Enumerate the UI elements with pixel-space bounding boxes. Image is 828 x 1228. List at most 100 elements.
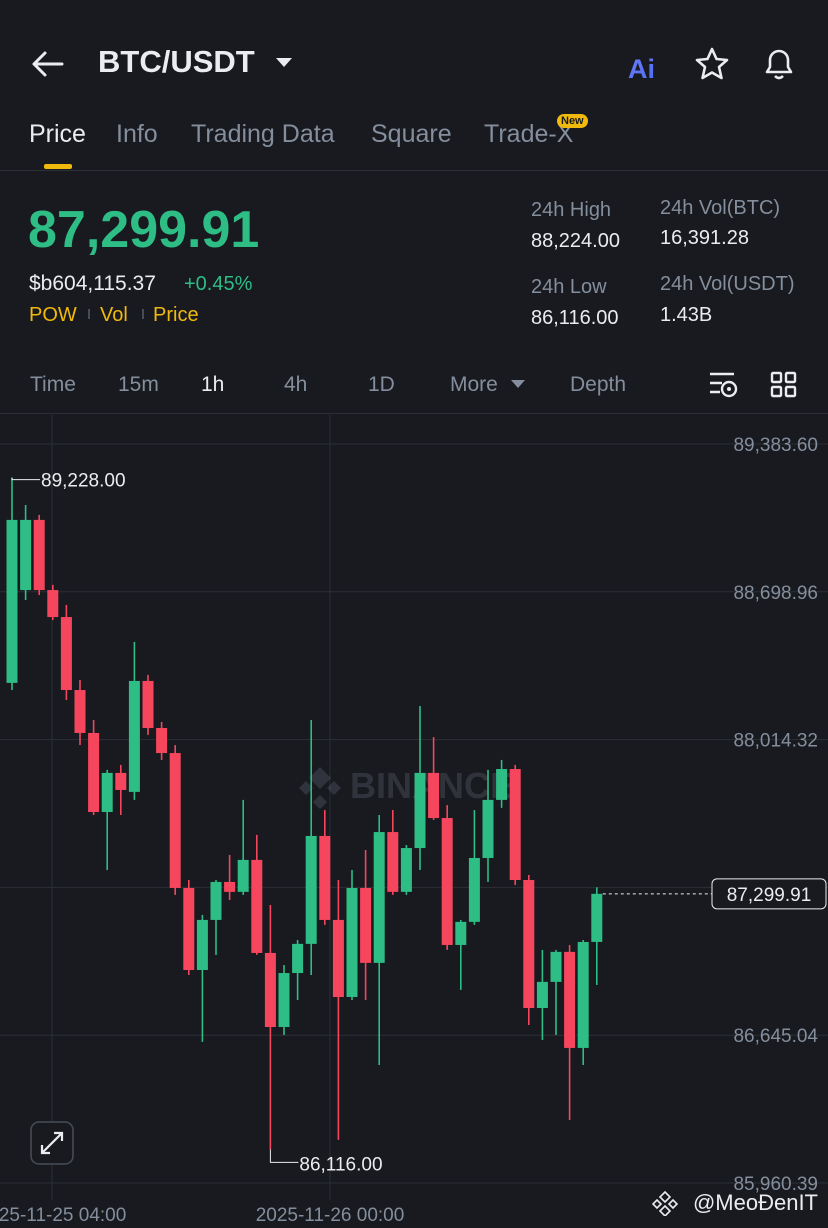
- candlestick-chart: BINANCE 89,383.6088,698.9688,014.3287,32…: [0, 415, 828, 1226]
- interval[interactable]: 1h: [201, 373, 225, 396]
- candle-body: [210, 881, 222, 920]
- candle-body: [468, 857, 480, 922]
- credit: @MeoĐenIT: [692, 1190, 818, 1215]
- candle-body: [346, 887, 358, 997]
- high-marker-label: 89,228.00: [41, 471, 126, 492]
- tag-divider: [142, 309, 144, 319]
- stat-value: 88,224.00: [531, 230, 620, 252]
- last-price-label: 87,299.91: [727, 885, 812, 906]
- candle-body: [373, 832, 385, 963]
- candle-body: [33, 519, 45, 591]
- last-price: 87,299.91: [28, 201, 260, 259]
- candle-body: [564, 951, 576, 1048]
- candle-body: [237, 859, 249, 892]
- candle-body: [441, 818, 453, 945]
- candle-body: [142, 680, 154, 729]
- active-tab-indicator: [44, 164, 72, 169]
- candle-body: [414, 772, 426, 849]
- candle-body: [196, 919, 208, 971]
- stat-value: 16,391.28: [660, 227, 749, 249]
- candle-body: [264, 952, 276, 1028]
- candle-body: [550, 951, 562, 982]
- candle-body: [169, 753, 181, 888]
- separator: [0, 170, 828, 171]
- candle-body: [523, 879, 535, 1009]
- candle-body: [278, 973, 290, 1028]
- ai-button[interactable]: Ai: [626, 50, 666, 84]
- candle-body: [305, 835, 317, 944]
- price-change: +0.45%: [184, 273, 253, 295]
- separator: [0, 413, 828, 414]
- watermark: BINANCE: [299, 765, 514, 809]
- candle-body: [47, 590, 59, 618]
- candle-body: [292, 943, 304, 974]
- y-tick-label: 86,645.04: [733, 1026, 818, 1047]
- candle-body: [482, 799, 494, 858]
- stat-label: 24h Low: [531, 276, 607, 298]
- stat-value: 1.43B: [660, 304, 713, 326]
- candle-body: [156, 728, 168, 754]
- candle-body: [128, 680, 140, 792]
- candle-body: [88, 732, 100, 812]
- tab[interactable]: Trading Data: [191, 120, 335, 148]
- last-price-box: [711, 878, 827, 910]
- tag[interactable]: POW: [29, 304, 77, 326]
- fiat-price: $b604,115.37: [29, 272, 156, 295]
- candle-body: [332, 919, 344, 997]
- low-marker-line: [269, 1149, 299, 1163]
- pair-title[interactable]: BTC/USDT: [98, 44, 255, 79]
- alert-button[interactable]: [760, 44, 798, 82]
- candle-body: [74, 690, 86, 733]
- stat-label: 24h Vol(BTC): [660, 197, 781, 219]
- tab[interactable]: Info: [116, 120, 158, 148]
- credit-logo: [652, 1190, 678, 1216]
- interval[interactable]: 15m: [118, 373, 159, 396]
- stat-value: 86,116.00: [531, 307, 619, 329]
- candle-body: [591, 893, 603, 942]
- tab[interactable]: Square: [371, 120, 452, 148]
- candle-body: [428, 772, 440, 819]
- x-tick-label: 2025-11-25 04:00: [0, 1205, 126, 1226]
- y-tick-label: 88,014.32: [733, 731, 818, 752]
- candle-body: [360, 887, 372, 963]
- tag-divider: [88, 309, 90, 319]
- expand-button[interactable]: [30, 1121, 74, 1165]
- y-tick-label: 89,383.60: [733, 435, 818, 456]
- back-button[interactable]: [30, 48, 66, 80]
- new-badge: New: [557, 114, 588, 128]
- candle-body: [251, 859, 263, 953]
- candle-body: [536, 981, 548, 1009]
- more-caret[interactable]: [510, 378, 526, 390]
- favorite-button[interactable]: [694, 46, 730, 82]
- candle-body: [101, 772, 113, 812]
- y-tick-label: 85,960.39: [733, 1174, 818, 1195]
- tag[interactable]: Price: [153, 304, 199, 326]
- tag[interactable]: Vol: [100, 304, 128, 326]
- candle-body: [115, 772, 127, 790]
- candle-body: [6, 519, 18, 683]
- interval[interactable]: Time: [30, 373, 76, 396]
- candle-body: [387, 832, 399, 892]
- candle-body: [183, 887, 195, 971]
- svg-text:Ai: Ai: [628, 54, 655, 84]
- layout-button[interactable]: [769, 370, 799, 400]
- candle-body: [577, 941, 589, 1048]
- stat-label: 24h High: [531, 199, 612, 221]
- candle-body: [455, 921, 467, 945]
- interval[interactable]: Depth: [570, 373, 627, 396]
- y-tick-label: 88,698.96: [733, 583, 818, 604]
- low-marker-label: 86,116.00: [299, 1154, 382, 1175]
- pair-dropdown[interactable]: [274, 56, 294, 70]
- interval[interactable]: More: [450, 373, 498, 396]
- candle-body: [20, 519, 32, 591]
- candle-body: [60, 617, 72, 691]
- candle-body: [509, 769, 521, 880]
- indicator-settings[interactable]: [708, 370, 740, 400]
- interval[interactable]: 1D: [368, 373, 395, 396]
- candle-body: [400, 848, 412, 892]
- x-tick-label: 2025-11-26 00:00: [256, 1205, 405, 1226]
- interval[interactable]: 4h: [284, 373, 308, 396]
- candle-body: [319, 835, 331, 920]
- tab[interactable]: Price: [29, 120, 86, 148]
